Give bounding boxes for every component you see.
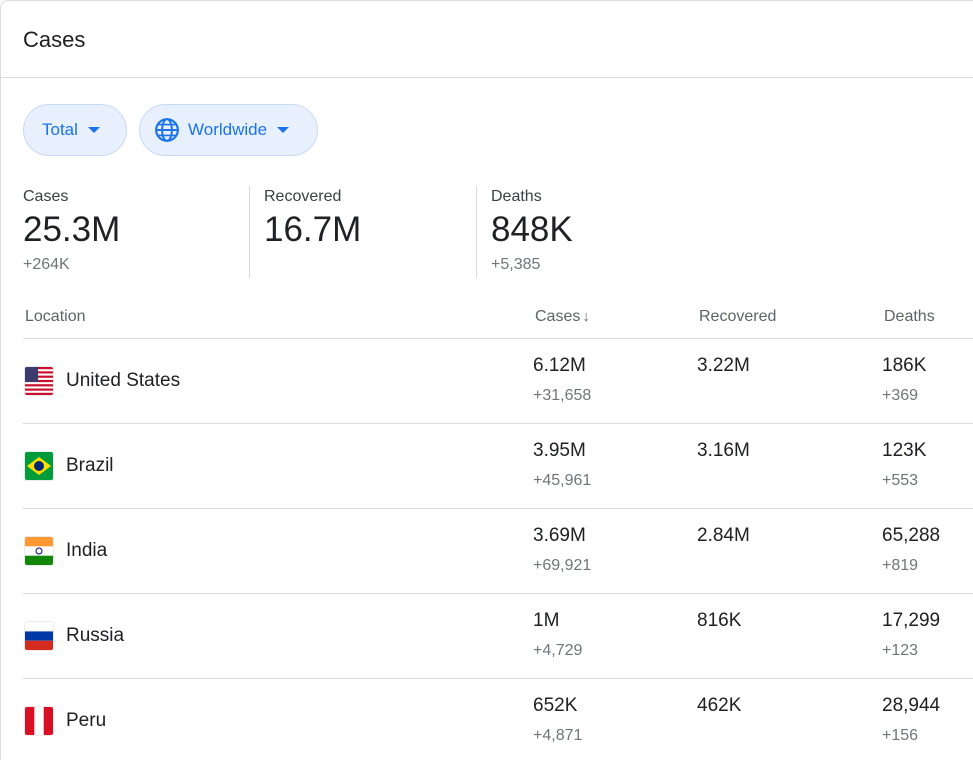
stat-divider [476,186,477,278]
table-row[interactable]: Peru 652K +4,871 462K 28,944 +156 [23,679,973,760]
cases-value: 1M [533,610,560,631]
cases-delta: +45,961 [533,472,592,489]
stat-recovered-label: Recovered [264,188,342,205]
country-name: Peru [66,710,107,731]
cases-value: 3.95M [533,440,586,461]
column-header-deaths[interactable]: Deaths [884,308,935,325]
region-filter-label: Worldwide [188,120,268,139]
russia-flag-icon [25,622,53,650]
recovered-value: 2.84M [697,525,750,546]
cases-value: 6.12M [533,355,586,376]
deaths-value: 186K [882,355,927,376]
peru-flag-icon [25,707,53,735]
brazil-flag-icon [25,452,53,480]
card-title: Cases [1,1,973,78]
table-row[interactable]: India 3.69M +69,921 2.84M 65,288 +819 [23,509,973,594]
caret-down-icon [87,127,100,133]
cases-delta: +4,871 [533,727,583,744]
deaths-delta: +123 [882,642,919,659]
deaths-value: 17,299 [882,610,941,631]
deaths-value: 123K [882,440,927,461]
recovered-value: 3.22M [697,355,750,376]
stat-deaths: Deaths 848K +5,385 [491,186,573,278]
recovered-value: 816K [697,610,742,631]
stat-cases-delta: +264K [23,256,70,273]
cases-delta: +4,729 [533,642,583,659]
deaths-value: 65,288 [882,525,941,546]
arrow-down-icon: ↓ [582,308,590,325]
stat-cases: Cases 25.3M +264K [23,186,120,278]
deaths-delta: +553 [882,472,919,489]
column-header-recovered[interactable]: Recovered [699,308,777,325]
cases-value: 652K [533,695,578,716]
table-header: Location Cases ↓ Recovered Deaths [23,301,973,339]
column-header-cases-label: Cases [535,308,581,325]
deaths-delta: +156 [882,727,919,744]
country-name: India [66,540,108,561]
column-header-cases[interactable]: Cases ↓ [535,308,590,326]
stat-recovered-value: 16.7M [264,210,362,249]
total-filter-label: Total [42,120,78,139]
cases-delta: +31,658 [533,387,592,404]
stat-recovered: Recovered 16.7M [264,186,361,278]
stat-cases-value: 25.3M [23,210,121,249]
deaths-value: 28,944 [882,695,941,716]
summary-stats: Cases 25.3M +264K Recovered 16.7M Deaths… [23,186,723,278]
country-name: Brazil [66,455,114,476]
cases-value: 3.69M [533,525,586,546]
table-row[interactable]: United States 6.12M +31,658 3.22M 186K +… [23,339,973,424]
stat-deaths-label: Deaths [491,188,542,205]
deaths-delta: +819 [882,557,919,574]
stat-cases-label: Cases [23,188,69,205]
column-header-location[interactable]: Location [25,308,86,325]
location-table: Location Cases ↓ Recovered Deaths United … [23,301,973,760]
table-row[interactable]: Russia 1M +4,729 816K 17,299 +123 [23,594,973,679]
total-filter-chip[interactable]: Total [23,104,127,156]
caret-down-icon [277,127,290,133]
stat-deaths-value: 848K [491,210,573,249]
india-flag-icon [25,537,53,565]
cases-delta: +69,921 [533,557,592,574]
region-filter-chip[interactable]: Worldwide [139,104,318,156]
deaths-delta: +369 [882,387,919,404]
globe-icon [155,118,179,142]
country-name: United States [66,370,181,391]
filter-bar: Total Worldwide [23,104,318,156]
us-flag-icon [25,367,53,395]
country-name: Russia [66,625,125,646]
recovered-value: 3.16M [697,440,750,461]
stat-deaths-delta: +5,385 [491,256,541,273]
recovered-value: 462K [697,695,742,716]
stat-divider [249,186,250,278]
table-row[interactable]: Brazil 3.95M +45,961 3.16M 123K +553 [23,424,973,509]
